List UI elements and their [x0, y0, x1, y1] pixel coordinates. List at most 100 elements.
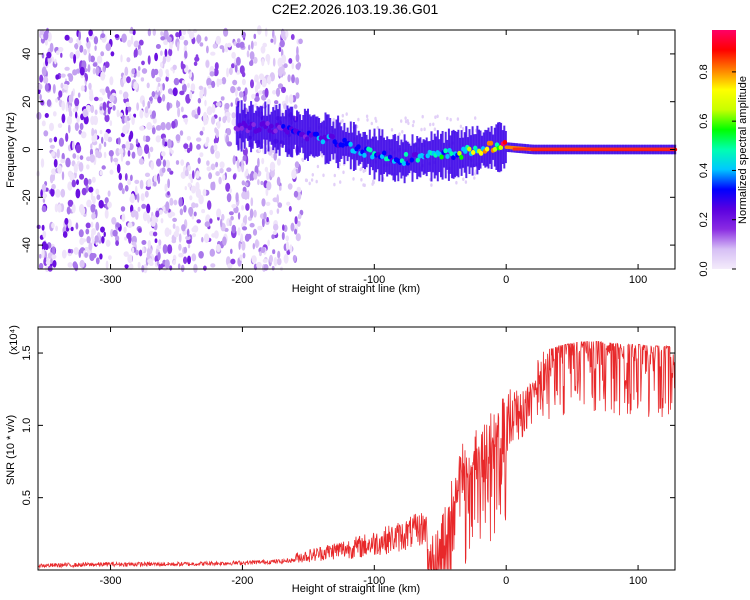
noise-speckle [39, 74, 44, 83]
carrier-point [318, 135, 324, 141]
noise-speckle [311, 173, 314, 177]
noise-speckle [256, 261, 262, 269]
noise-speckle [68, 105, 72, 114]
noise-speckle [166, 101, 170, 111]
noise-speckle [150, 220, 156, 227]
colorbar-tick-label: 0.2 [698, 212, 710, 227]
noise-speckle [187, 255, 191, 265]
noise-speckle [160, 31, 164, 36]
snr-xtick-label: 100 [629, 575, 647, 587]
snr-x-label: Height of straight line (km) [292, 583, 420, 595]
noise-speckle [186, 135, 192, 141]
noise-speckle [115, 235, 120, 243]
noise-speckle [412, 120, 415, 124]
noise-speckle [283, 103, 288, 110]
carrier-point [243, 123, 248, 129]
colorbar-tick-label: 0.6 [698, 114, 710, 129]
noise-speckle [154, 52, 159, 62]
noise-speckle [276, 208, 280, 214]
noise-speckle [341, 113, 344, 118]
noise-speckle [152, 181, 157, 187]
noise-speckle [55, 74, 60, 80]
noise-speckle [120, 54, 123, 63]
noise-speckle [210, 163, 216, 171]
noise-speckle [92, 67, 96, 75]
noise-speckle [36, 112, 42, 120]
noise-speckle [67, 170, 73, 177]
noise-speckle [129, 113, 132, 119]
noise-speckle [89, 153, 96, 163]
noise-speckle [226, 193, 232, 203]
noise-speckle [151, 110, 156, 119]
noise-speckle [177, 263, 181, 270]
noise-speckle [40, 99, 45, 106]
noise-speckle [120, 152, 124, 162]
noise-speckle [241, 226, 248, 231]
carrier-point [382, 150, 387, 156]
noise-speckle [136, 102, 140, 111]
colorbar-tick-label: 0.0 [698, 261, 710, 276]
noise-speckle [107, 136, 113, 143]
noise-speckle [58, 46, 64, 53]
noise-speckle [178, 243, 182, 251]
noise-speckle [124, 264, 129, 269]
noise-speckle [254, 85, 259, 94]
noise-speckle [124, 185, 129, 192]
noise-speckle [214, 150, 221, 159]
noise-speckle [279, 185, 282, 191]
noise-speckle [168, 48, 173, 57]
noise-speckle [146, 82, 150, 89]
noise-speckle [105, 239, 111, 247]
noise-speckle [421, 114, 424, 119]
noise-speckle [295, 92, 300, 99]
colorbar-tick-label: 0.8 [698, 64, 710, 79]
noise-speckle [235, 192, 239, 203]
noise-speckle [133, 81, 138, 91]
noise-speckle [165, 122, 172, 131]
spectrogram-xtick-label: -300 [100, 274, 122, 286]
noise-speckle [160, 50, 163, 56]
noise-speckle [178, 252, 184, 258]
noise-speckle [94, 109, 98, 115]
noise-speckle [295, 53, 300, 63]
noise-speckle [57, 96, 61, 101]
noise-speckle [74, 262, 79, 272]
noise-speckle [75, 111, 78, 119]
noise-speckle [147, 100, 151, 109]
noise-speckle [53, 136, 58, 143]
carrier-halo [254, 110, 257, 144]
carrier-point [267, 128, 272, 134]
noise-speckle [199, 89, 204, 99]
noise-speckle [226, 221, 230, 227]
noise-speckle [231, 112, 236, 119]
noise-speckle [187, 243, 191, 249]
noise-speckle [67, 115, 72, 126]
noise-speckle [193, 263, 198, 273]
noise-speckle [107, 107, 111, 115]
noise-speckle [104, 197, 109, 204]
noise-speckle [179, 35, 185, 41]
noise-speckle [201, 236, 204, 243]
noise-speckle [209, 248, 215, 257]
noise-speckle [149, 230, 155, 237]
noise-speckle [357, 117, 360, 122]
noise-speckle [449, 117, 452, 122]
noise-speckle [101, 136, 104, 144]
noise-speckle [244, 215, 247, 220]
carrier-point [356, 144, 361, 150]
noise-speckle [130, 193, 135, 204]
noise-speckle [252, 243, 255, 250]
noise-speckle [455, 180, 458, 185]
noise-speckle [250, 79, 254, 89]
noise-speckle [215, 244, 221, 253]
noise-speckle [99, 170, 103, 176]
noise-speckle [85, 228, 90, 235]
noise-speckle [122, 125, 128, 135]
noise-speckle [270, 168, 275, 178]
noise-speckle [37, 83, 43, 90]
noise-speckle [133, 209, 136, 214]
noise-speckle [215, 161, 219, 168]
noise-speckle [187, 165, 192, 172]
noise-speckle [273, 152, 278, 161]
noise-speckle [253, 33, 257, 40]
